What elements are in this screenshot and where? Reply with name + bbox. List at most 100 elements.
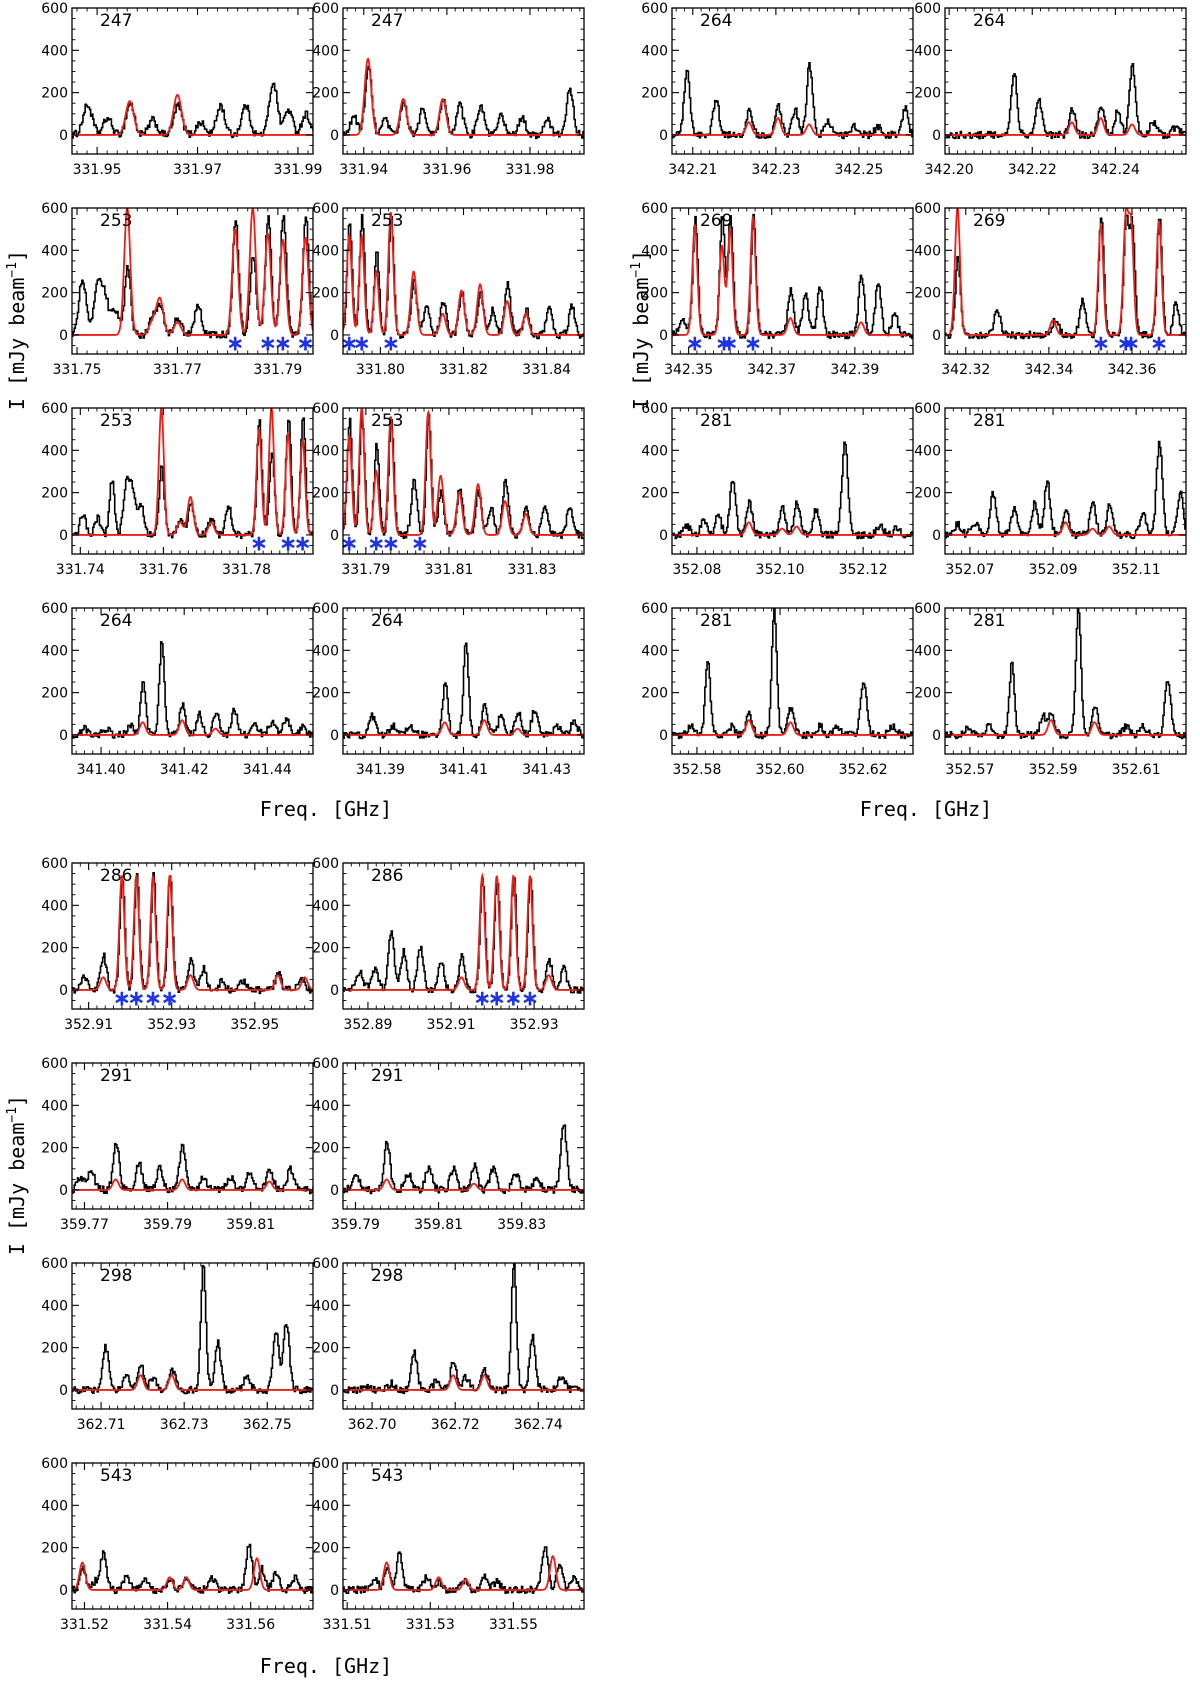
- y-tick-label: 0: [59, 328, 68, 344]
- x-tick-label: 352.91: [64, 1017, 113, 1033]
- plot-area: [343, 57, 584, 140]
- panel-energy-label: 281: [700, 611, 732, 631]
- y-tick-label: 200: [312, 941, 339, 957]
- spectrum-panel: 0 200 400 600 341.40 341.42 341.44 264: [41, 601, 314, 778]
- y-tick-label: 0: [932, 328, 941, 344]
- y-tick-label: 0: [59, 128, 68, 144]
- model-spectrum-line: [72, 719, 313, 736]
- x-tick-label: 342.22: [1008, 162, 1057, 178]
- plot-area: [343, 872, 584, 994]
- plot-area: [72, 82, 313, 139]
- y-tick-label: 0: [59, 1383, 68, 1399]
- observed-spectrum-line: [72, 1142, 313, 1195]
- plot-area: [343, 1546, 584, 1595]
- x-tick-label: 352.91: [427, 1017, 476, 1033]
- y-tick-label: 600: [312, 601, 339, 617]
- spectrum-panel: 0 200 400 600 352.58 352.60 352.62 281: [641, 601, 914, 778]
- y-tick-label: 0: [330, 528, 339, 544]
- model-spectrum-line: [672, 521, 913, 536]
- spectrum-panel: 0 200 400 600 352.57 352.59 352.61 281: [914, 601, 1187, 778]
- y-axis-label-text: I [mJy beam: [5, 278, 29, 410]
- transition-marker: ∗: [367, 531, 385, 556]
- panel-energy-label: 253: [100, 411, 132, 431]
- plot-area: [72, 1543, 313, 1595]
- x-tick-label: 331.84: [522, 362, 571, 378]
- y-tick-label: 200: [914, 86, 941, 102]
- x-tick-label: 352.57: [945, 762, 994, 778]
- x-tick-label: 331.74: [56, 562, 105, 578]
- transition-marker: ∗: [715, 331, 733, 356]
- y-tick-label: 600: [641, 201, 668, 217]
- y-tick-label: 400: [41, 898, 68, 914]
- y-tick-label: 0: [59, 728, 68, 744]
- y-tick-label: 200: [41, 1541, 68, 1557]
- spectrum-panel: 0 200 400 600 362.71 362.73 362.75 298: [41, 1256, 314, 1433]
- panel-energy-label: 264: [700, 11, 732, 31]
- y-tick-label: 400: [41, 43, 68, 59]
- y-tick-label: 600: [41, 601, 68, 617]
- transition-marker: ∗: [720, 331, 738, 356]
- model-spectrum-line: [945, 521, 1186, 536]
- y-tick-label: 0: [659, 528, 668, 544]
- plot-area: [945, 440, 1186, 540]
- y-tick-label: 600: [312, 201, 339, 217]
- x-tick-label: 362.75: [243, 1417, 292, 1433]
- x-tick-label: 352.08: [672, 562, 721, 578]
- x-tick-label: 341.40: [77, 762, 126, 778]
- x-tick-label: 342.37: [747, 362, 796, 378]
- x-tick-label: 342.25: [834, 162, 883, 178]
- panel-frame: [342, 407, 585, 555]
- panel-frame: [71, 862, 314, 1010]
- panel-energy-label: 253: [371, 211, 403, 231]
- transition-marker: ∗: [279, 531, 297, 556]
- y-tick-label: 600: [41, 1056, 68, 1072]
- plot-area: [72, 641, 313, 739]
- y-tick-label: 200: [641, 686, 668, 702]
- plot-area: [945, 208, 1186, 340]
- y-tick-label: 0: [659, 328, 668, 344]
- panel-energy-label: 264: [973, 11, 1005, 31]
- y-axis-label-lower: I [mJy beam−1]: [5, 1095, 29, 1255]
- panel-energy-label: 253: [100, 211, 132, 231]
- model-spectrum-line: [343, 408, 584, 536]
- plot-area: [672, 608, 913, 740]
- y-tick-label: 200: [641, 286, 668, 302]
- y-tick-label: 400: [312, 43, 339, 59]
- observed-spectrum-line: [72, 1264, 313, 1395]
- panel-energy-label: 269: [700, 211, 732, 231]
- x-tick-label: 352.11: [1112, 562, 1161, 578]
- x-tick-label: 362.71: [77, 1417, 126, 1433]
- x-tick-label: 352.93: [510, 1017, 559, 1033]
- spectrum-panel: 0 200 400 600 352.08 352.10 352.12 281: [641, 401, 914, 578]
- y-tick-label: 400: [312, 1298, 339, 1314]
- model-spectrum-line: [672, 719, 913, 736]
- plot-area: [343, 212, 584, 340]
- y-tick-label: 200: [312, 486, 339, 502]
- transition-marker: ∗: [473, 986, 491, 1011]
- y-tick-label: 200: [641, 86, 668, 102]
- transition-marker: ∗: [250, 531, 268, 556]
- transition-marker: ∗: [1122, 331, 1140, 356]
- observed-spectrum-line: [672, 608, 913, 740]
- x-tick-label: 331.53: [406, 1617, 455, 1633]
- transition-marker: ∗: [504, 986, 522, 1011]
- x-tick-label: 331.83: [508, 562, 557, 578]
- y-axis-label-close: ]: [5, 250, 29, 262]
- panel-energy-label: 253: [371, 411, 403, 431]
- x-tick-label: 341.41: [439, 762, 488, 778]
- transition-marker: ∗: [296, 331, 314, 356]
- panel-energy-label: 264: [100, 611, 132, 631]
- y-tick-label: 600: [41, 201, 68, 217]
- plot-area: [945, 63, 1186, 140]
- plot-area: [72, 1142, 313, 1195]
- model-spectrum-line: [72, 873, 313, 991]
- x-tick-label: 352.89: [343, 1017, 392, 1033]
- y-tick-label: 400: [641, 643, 668, 659]
- x-tick-label: 331.51: [323, 1617, 372, 1633]
- spectrum-panel: 0 200 400 600 342.20 342.22 342.24 264: [914, 1, 1187, 178]
